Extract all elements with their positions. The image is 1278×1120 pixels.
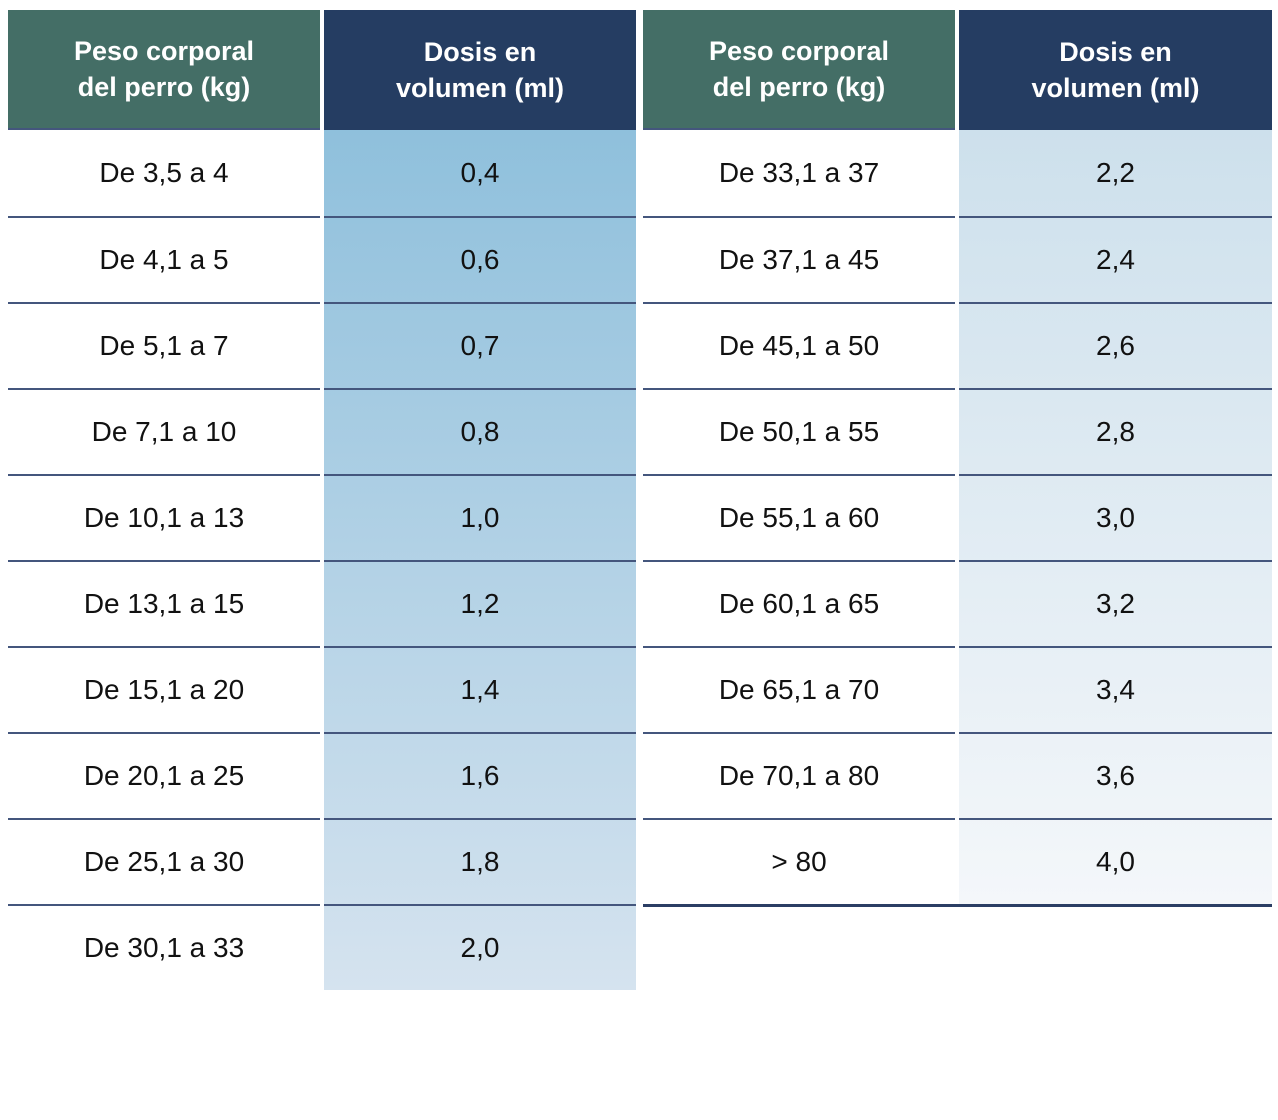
dose-header-left: Dosis en volumen (ml) bbox=[324, 10, 636, 130]
dose-cell: 1,8 bbox=[324, 818, 636, 904]
weight-cell: De 3,5 a 4 bbox=[99, 157, 229, 188]
weight-cell: De 7,1 a 10 bbox=[8, 388, 320, 474]
weight-header-line1: Peso corporal bbox=[708, 36, 890, 66]
weight-cells-right: De 33,1 a 37 De 37,1 a 45 De 45,1 a 50 De 5… bbox=[643, 130, 955, 904]
weight-cell: De 55,1 a 60 bbox=[643, 474, 955, 560]
dose-table-right: Peso corporal del perro (kg) De 33,1 a 3… bbox=[643, 10, 1272, 907]
dose-cell: 1,6 bbox=[324, 732, 636, 818]
dose-cell: 2,6 bbox=[959, 302, 1272, 388]
weight-cell: De 65,1 a 70 bbox=[643, 646, 955, 732]
dose-header-right: Dosis en volumen (ml) bbox=[959, 10, 1272, 130]
weight-cell: De 30,1 a 33 bbox=[8, 904, 320, 990]
weight-header-right: Peso corporal del perro (kg) bbox=[643, 10, 955, 130]
dose-cells-left: 0,4 0,6 0,7 0,8 1,0 1,2 1,4 1,6 1,8 2,0 bbox=[324, 130, 636, 990]
weight-header-line1: Peso corporal bbox=[73, 36, 255, 66]
weight-cell: De 5,1 a 7 bbox=[8, 302, 320, 388]
weight-header-line2: del perro (kg) bbox=[77, 72, 251, 102]
weight-cell: > 80 bbox=[643, 818, 955, 904]
weight-cell: De 60,1 a 65 bbox=[643, 560, 955, 646]
weight-cell: De 20,1 a 25 bbox=[8, 732, 320, 818]
dose-header-line1: Dosis en bbox=[1059, 37, 1172, 67]
weight-cell: De 33,1 a 37 bbox=[718, 157, 880, 188]
dose-cell: 1,0 bbox=[324, 474, 636, 560]
weight-cell: De 70,1 a 80 bbox=[643, 732, 955, 818]
weight-column-right: Peso corporal del perro (kg) De 33,1 a 3… bbox=[643, 10, 955, 904]
weight-cell: De 15,1 a 20 bbox=[8, 646, 320, 732]
dose-column-right: Dosis en volumen (ml) 2,2 2,4 2,6 2,8 3,0 3,2… bbox=[959, 10, 1272, 904]
dose-cell: 1,2 bbox=[324, 560, 636, 646]
weight-cell: De 4,1 a 5 bbox=[8, 216, 320, 302]
weight-header-left: Peso corporal del perro (kg) bbox=[8, 10, 320, 130]
dose-cell: 3,0 bbox=[959, 474, 1272, 560]
dose-header-line2: volumen (ml) bbox=[395, 73, 564, 103]
dose-column-left: Dosis en volumen (ml) 0,4 0,6 0,7 0,8 1,0 1,2… bbox=[324, 10, 636, 990]
dose-cell: 0,6 bbox=[324, 216, 636, 302]
dose-cell: 2,0 bbox=[324, 904, 636, 990]
weight-cell: De 50,1 a 55 bbox=[643, 388, 955, 474]
weight-header-line2: del perro (kg) bbox=[712, 72, 886, 102]
dose-cell: 0,7 bbox=[324, 302, 636, 388]
dose-cell: 0,8 bbox=[324, 388, 636, 474]
dose-cell: 1,4 bbox=[324, 646, 636, 732]
weight-cell: De 37,1 a 45 bbox=[643, 216, 955, 302]
dose-cell: 4,0 bbox=[959, 818, 1272, 904]
dose-cell: 3,6 bbox=[959, 732, 1272, 818]
weight-cells-left: De 3,5 a 4 De 4,1 a 5 De 5,1 a 7 De 7,1 a 1… bbox=[8, 130, 320, 990]
dose-header-line1: Dosis en bbox=[423, 37, 537, 67]
weight-cell: De 25,1 a 30 bbox=[8, 818, 320, 904]
dose-header-line2: volumen (ml) bbox=[1031, 73, 1200, 103]
dose-cell: 0,4 bbox=[460, 157, 500, 188]
dose-cell: 2,2 bbox=[1096, 157, 1135, 188]
dose-cell: 2,8 bbox=[959, 388, 1272, 474]
dose-cell: 3,2 bbox=[959, 560, 1272, 646]
weight-cell: De 10,1 a 13 bbox=[8, 474, 320, 560]
weight-cell: De 13,1 a 15 bbox=[8, 560, 320, 646]
weight-cell: De 45,1 a 50 bbox=[643, 302, 955, 388]
dose-cell: 2,4 bbox=[959, 216, 1272, 302]
dose-cells-right: 2,2 2,4 2,6 2,8 3,0 3,2 3,4 3,6 4,0 bbox=[959, 130, 1272, 904]
dose-cell: 3,4 bbox=[959, 646, 1272, 732]
